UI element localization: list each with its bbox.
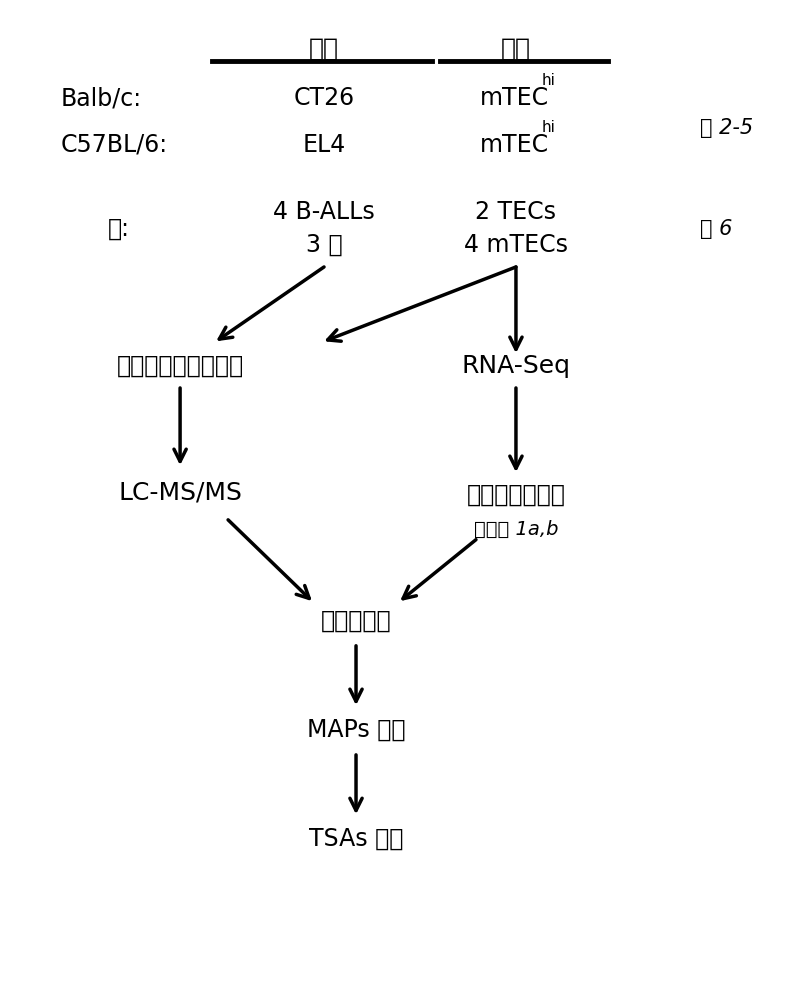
Text: 数据库检索: 数据库检索	[321, 609, 391, 633]
Text: TSAs 鉴定: TSAs 鉴定	[309, 827, 403, 851]
Text: 参见图 1a,b: 参见图 1a,b	[473, 520, 558, 539]
Text: hi: hi	[541, 73, 555, 88]
Text: 图 2-5: 图 2-5	[700, 118, 753, 138]
Text: mTEC: mTEC	[480, 133, 549, 157]
Text: C57BL/6:: C57BL/6:	[60, 133, 167, 157]
Text: hi: hi	[541, 120, 555, 135]
Text: 正常: 正常	[501, 37, 531, 61]
Text: Balb/c:: Balb/c:	[60, 86, 141, 110]
Text: 全局癌症数据库: 全局癌症数据库	[466, 483, 566, 507]
Text: 4 mTECs: 4 mTECs	[464, 233, 568, 257]
Text: MAPs 鉴定: MAPs 鉴定	[307, 718, 406, 742]
Text: 4 B-ALLs: 4 B-ALLs	[273, 200, 375, 224]
Text: 2 TECs: 2 TECs	[475, 200, 557, 224]
Text: mTEC: mTEC	[480, 86, 549, 110]
Text: 癌症: 癌症	[309, 37, 339, 61]
Text: 图 6: 图 6	[700, 219, 732, 239]
Text: 3 肺: 3 肺	[305, 233, 343, 257]
Text: CT26: CT26	[293, 86, 355, 110]
Text: 人:: 人:	[108, 217, 130, 241]
Text: RNA-Seq: RNA-Seq	[461, 354, 570, 378]
Text: 弱酸洗脱或免疫沉淀: 弱酸洗脱或免疫沉淀	[116, 354, 244, 378]
Text: EL4: EL4	[302, 133, 346, 157]
Text: LC-MS/MS: LC-MS/MS	[118, 480, 242, 504]
